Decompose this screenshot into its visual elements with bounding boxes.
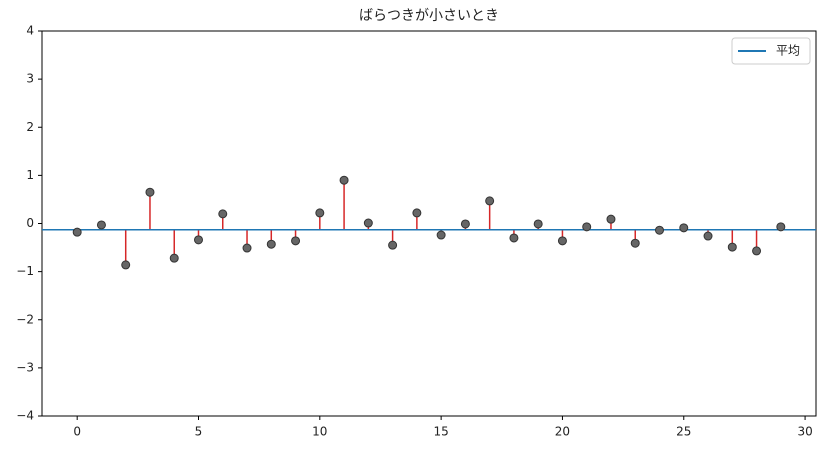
y-tick-label: −4 bbox=[16, 409, 34, 423]
marker bbox=[291, 236, 301, 246]
marker bbox=[266, 239, 276, 249]
marker bbox=[655, 225, 665, 235]
y-tick-label: 0 bbox=[26, 216, 34, 230]
marker bbox=[436, 230, 446, 240]
y-tick-label: 3 bbox=[26, 72, 34, 86]
y-tick-label: −3 bbox=[16, 360, 34, 374]
marker bbox=[121, 260, 131, 270]
marker bbox=[218, 209, 228, 219]
marker bbox=[72, 227, 82, 237]
marker bbox=[630, 238, 640, 248]
x-tick-label: 5 bbox=[195, 425, 203, 439]
marker bbox=[776, 222, 786, 232]
marker bbox=[509, 233, 519, 243]
marker bbox=[727, 242, 737, 252]
legend-box bbox=[731, 37, 811, 65]
x-tick-label: 20 bbox=[555, 425, 570, 439]
marker bbox=[315, 208, 325, 218]
marker bbox=[363, 218, 373, 228]
marker bbox=[485, 196, 495, 206]
marker bbox=[242, 243, 252, 253]
marker bbox=[169, 253, 179, 263]
x-tick-label: 0 bbox=[73, 425, 81, 439]
marker bbox=[752, 246, 762, 256]
marker bbox=[606, 214, 616, 224]
marker bbox=[193, 235, 203, 245]
x-tick-label: 10 bbox=[312, 425, 327, 439]
marker bbox=[412, 208, 422, 218]
y-tick-label: 1 bbox=[26, 168, 34, 182]
y-tick-label: −2 bbox=[16, 312, 34, 326]
y-tick-label: 2 bbox=[26, 120, 34, 134]
x-tick-label: 30 bbox=[797, 425, 812, 439]
x-tick-label: 25 bbox=[676, 425, 691, 439]
marker bbox=[96, 220, 106, 230]
marker bbox=[557, 236, 567, 246]
y-tick-label: −1 bbox=[16, 264, 34, 278]
marker bbox=[582, 222, 592, 232]
marker bbox=[703, 231, 713, 241]
marker bbox=[388, 240, 398, 250]
marker bbox=[460, 219, 470, 229]
chart-title: ばらつきが小さいとき bbox=[359, 8, 499, 24]
x-tick-label: 15 bbox=[433, 425, 448, 439]
marker bbox=[339, 175, 349, 185]
legend-label: 平均 bbox=[776, 44, 800, 58]
plot-area bbox=[41, 30, 817, 417]
y-tick-label: 4 bbox=[26, 24, 34, 38]
marker bbox=[679, 223, 689, 233]
marker bbox=[533, 219, 543, 229]
marker bbox=[145, 187, 155, 197]
